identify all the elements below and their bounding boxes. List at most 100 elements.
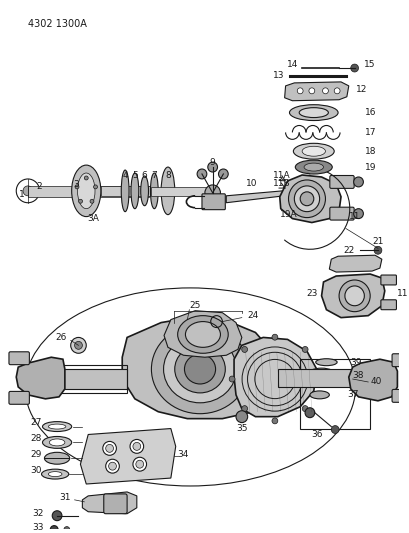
Text: 32: 32 [32, 509, 43, 518]
Bar [30, 369, 127, 389]
Text: 34: 34 [177, 450, 189, 459]
Polygon shape [348, 359, 396, 401]
Text: 30: 30 [30, 466, 41, 475]
Ellipse shape [150, 173, 158, 209]
Text: 22: 22 [342, 246, 353, 255]
Circle shape [23, 186, 33, 196]
FancyBboxPatch shape [9, 352, 29, 365]
Polygon shape [321, 274, 384, 318]
Circle shape [353, 177, 362, 187]
Text: 11: 11 [396, 289, 408, 298]
Ellipse shape [48, 472, 62, 477]
Text: 7: 7 [151, 172, 157, 181]
Circle shape [330, 425, 338, 433]
Ellipse shape [303, 163, 323, 171]
Text: 13: 13 [272, 71, 284, 80]
Circle shape [75, 185, 79, 189]
Ellipse shape [338, 280, 369, 312]
Circle shape [301, 406, 307, 411]
Bar [151, 187, 207, 196]
FancyBboxPatch shape [380, 275, 396, 285]
Polygon shape [226, 191, 292, 203]
Polygon shape [16, 357, 65, 399]
Bar [30, 365, 127, 393]
Text: 19: 19 [364, 163, 376, 172]
Ellipse shape [315, 359, 336, 366]
Circle shape [90, 199, 94, 203]
Circle shape [229, 376, 234, 382]
Circle shape [108, 462, 116, 470]
Ellipse shape [294, 186, 319, 212]
Text: 6: 6 [142, 172, 147, 181]
Circle shape [304, 408, 314, 418]
Text: 27: 27 [30, 418, 41, 427]
Polygon shape [80, 429, 175, 484]
Text: 38: 38 [352, 370, 363, 379]
Text: 18: 18 [364, 147, 376, 156]
Circle shape [50, 526, 58, 533]
Ellipse shape [121, 170, 129, 212]
Circle shape [133, 442, 140, 450]
Bar [28, 186, 149, 197]
Circle shape [333, 88, 339, 94]
Circle shape [218, 169, 228, 179]
Ellipse shape [161, 167, 174, 215]
FancyBboxPatch shape [329, 175, 353, 188]
Ellipse shape [299, 108, 328, 118]
Ellipse shape [309, 391, 328, 399]
Ellipse shape [44, 453, 70, 464]
Circle shape [135, 460, 143, 468]
Circle shape [197, 169, 206, 179]
Ellipse shape [43, 422, 72, 432]
Ellipse shape [306, 368, 335, 382]
Text: 15: 15 [364, 60, 375, 69]
Text: 12: 12 [355, 85, 366, 94]
Circle shape [106, 445, 113, 453]
Circle shape [204, 185, 220, 201]
Text: 31: 31 [59, 494, 70, 503]
Text: 40: 40 [369, 377, 381, 386]
FancyBboxPatch shape [202, 194, 225, 209]
FancyBboxPatch shape [9, 391, 29, 405]
Polygon shape [164, 311, 241, 357]
Ellipse shape [72, 165, 101, 216]
Bar [101, 186, 151, 196]
Text: 1: 1 [19, 190, 25, 199]
Text: 19A: 19A [279, 210, 297, 219]
Circle shape [106, 459, 119, 473]
FancyBboxPatch shape [391, 354, 408, 367]
Circle shape [271, 334, 277, 340]
Text: 3: 3 [74, 180, 79, 189]
Polygon shape [284, 82, 348, 101]
FancyBboxPatch shape [103, 494, 127, 514]
Circle shape [103, 441, 116, 455]
Circle shape [241, 406, 247, 411]
Circle shape [52, 511, 62, 521]
Bar [277, 369, 364, 387]
Ellipse shape [163, 335, 236, 403]
Circle shape [353, 209, 362, 219]
Ellipse shape [130, 173, 138, 209]
Circle shape [271, 418, 277, 424]
Circle shape [130, 439, 143, 453]
Text: 10: 10 [245, 180, 257, 189]
Polygon shape [328, 255, 381, 272]
Text: 25: 25 [189, 301, 200, 310]
Ellipse shape [77, 173, 95, 209]
Text: 26: 26 [55, 333, 67, 342]
Text: 23: 23 [306, 289, 317, 298]
Ellipse shape [312, 371, 330, 379]
Circle shape [301, 346, 307, 352]
Text: 35: 35 [236, 424, 247, 433]
Ellipse shape [288, 180, 325, 217]
Text: 11A: 11A [272, 171, 290, 180]
Text: 8: 8 [165, 172, 171, 181]
Circle shape [133, 457, 146, 471]
Circle shape [308, 88, 314, 94]
Circle shape [93, 185, 97, 189]
Text: 9: 9 [209, 158, 215, 167]
Text: 5: 5 [132, 172, 137, 181]
Text: 28: 28 [30, 434, 41, 443]
Text: 29: 29 [30, 450, 41, 459]
Ellipse shape [294, 160, 331, 174]
